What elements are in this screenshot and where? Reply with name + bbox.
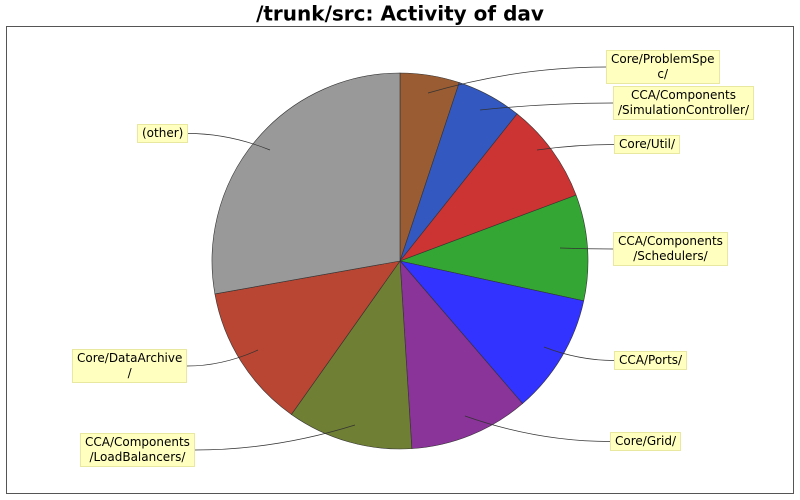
pie-slice <box>399 260 523 449</box>
slice-label: CCA/Components /Schedulers/ <box>613 232 728 266</box>
pie-slice <box>214 260 401 415</box>
pie-slice <box>211 72 401 295</box>
slice-label: Core/DataArchive / <box>72 349 188 383</box>
leader-line <box>427 66 607 94</box>
leader-line <box>187 133 271 151</box>
leader-line <box>186 349 259 367</box>
leader-line <box>543 346 615 361</box>
chart-title: /trunk/src: Activity of dav <box>256 2 544 26</box>
slice-label: Core/Grid/ <box>610 432 682 451</box>
slice-label: CCA/Components /SimulationController/ <box>613 86 755 120</box>
pie-slice <box>399 113 577 262</box>
pie-slice <box>399 260 585 404</box>
slice-label: (other) <box>137 124 189 143</box>
leader-line <box>464 415 611 442</box>
slice-label: Core/ProblemSpe c/ <box>606 50 720 84</box>
slice-label: Core/Util/ <box>614 135 681 154</box>
slice-label: CCA/Ports/ <box>614 351 688 370</box>
pie-slice <box>290 260 413 450</box>
slice-label: CCA/Components /LoadBalancers/ <box>80 433 195 467</box>
pie-slice <box>398 194 589 302</box>
leader-line <box>194 424 356 451</box>
leader-line <box>479 102 614 111</box>
leader-line <box>536 144 615 151</box>
leader-line <box>559 247 614 250</box>
